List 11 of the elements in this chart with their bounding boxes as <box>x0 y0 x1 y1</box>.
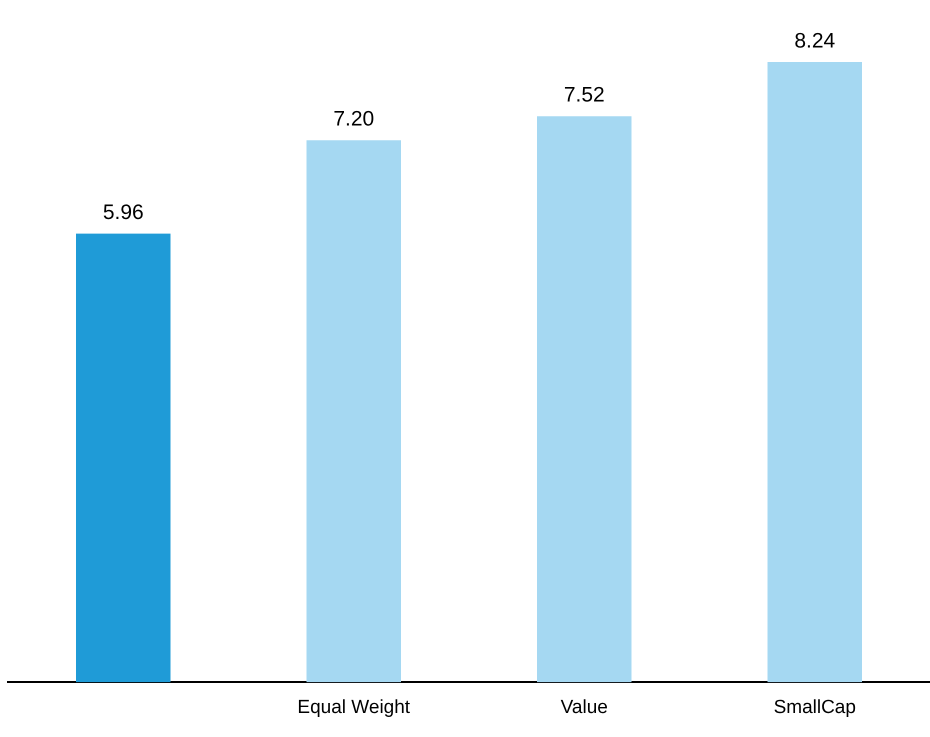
x-tick-label: SmallCap <box>774 696 856 718</box>
data-label: 7.20 <box>333 108 374 131</box>
bar <box>768 62 862 682</box>
data-label: 5.96 <box>102 200 144 224</box>
data-label: 7.52 <box>564 84 605 107</box>
bar <box>76 234 171 682</box>
bar <box>536 116 632 682</box>
x-tick-label: Equal Weight <box>297 696 411 718</box>
bar <box>306 140 402 682</box>
data-label: 8.24 <box>794 29 836 52</box>
x-tick-label: Value <box>560 696 608 718</box>
